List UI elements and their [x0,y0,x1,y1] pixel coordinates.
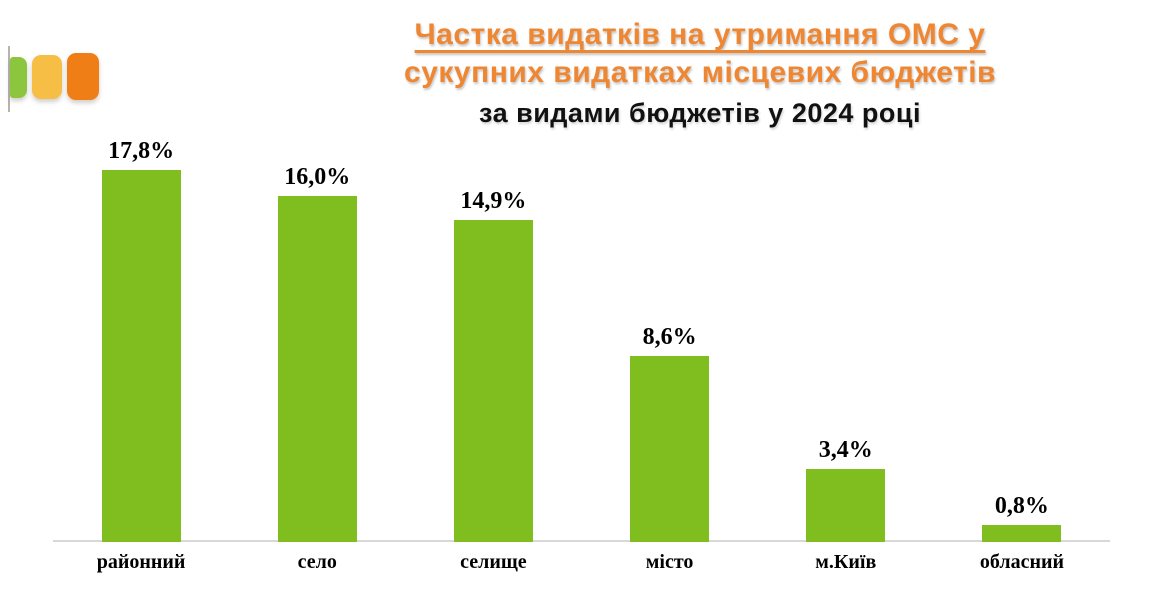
bar-value-label: 16,0% [284,164,351,191]
chart-subtitle: за видами бюджетів у 2024 році [479,97,921,128]
bar-group-6: 0,8% [934,138,1110,542]
bar-value-label: 14,9% [460,188,527,215]
bar-value-label: 0,8% [994,492,1049,519]
x-axis-labels: районний село селище місто м.Київ обласний [53,551,1110,574]
bar-value-label: 8,6% [642,324,697,351]
bar [101,170,181,542]
bar [277,196,357,542]
chart-title-line2: сукупних видатках місцевих бюджетів [404,56,996,90]
logo-edge-line [8,46,10,112]
bar-group-2: 16,0% [229,138,405,542]
logo-orange-block-icon [67,53,99,100]
x-axis-label: м.Київ [815,551,877,573]
bar [806,468,886,542]
x-axis-label: обласний [979,551,1065,573]
logo [0,40,120,120]
chart-title: Частка видатків на утримання ОМС у сукуп… [243,16,1157,130]
x-axis-label: село [297,551,337,573]
bar [630,356,710,542]
bar-group-4: 8,6% [582,138,758,542]
bar-group-1: 17,8% [53,138,229,542]
bar-group-3: 14,9% [405,138,581,542]
x-axis-label: місто [645,551,694,573]
bar-group-5: 3,4% [758,138,934,542]
x-axis-line [53,540,1110,542]
x-axis-label: селище [460,551,527,573]
logo-yellow-block-icon [32,55,62,99]
bar [982,524,1062,542]
bar-value-label: 17,8% [108,138,175,164]
logo-green-block-icon [10,57,27,98]
chart-title-line1: Частка видатків на утримання ОМС у [414,18,986,51]
bar-chart-plot-area: 17,8% 16,0% 14,9% 8,6% 3,4% 0,8% [53,138,1110,542]
bar [453,220,533,542]
x-axis-label: районний [96,551,186,573]
bar-value-label: 3,4% [818,436,873,463]
